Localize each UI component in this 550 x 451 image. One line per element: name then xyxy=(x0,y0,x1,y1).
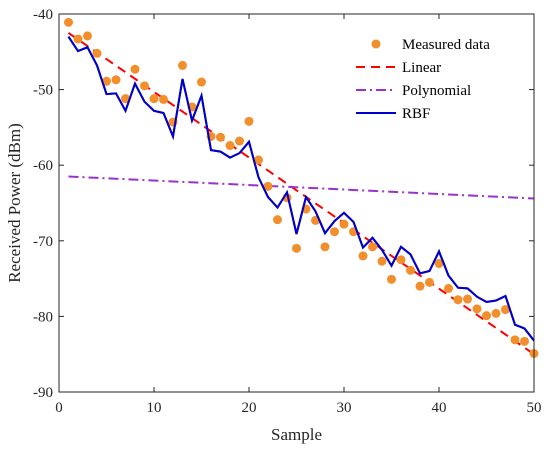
measured-data-point xyxy=(425,277,434,287)
x-tick-label: 30 xyxy=(337,400,352,416)
measured-data-point xyxy=(216,132,225,142)
measured-data-point xyxy=(64,17,73,27)
legend: Measured data Linear Polynomial RBF xyxy=(356,37,490,122)
measured-data-point xyxy=(463,294,472,304)
legend-label-rbf: RBF xyxy=(402,106,430,122)
axes-box xyxy=(58,13,535,393)
y-axis-title: Received Power (dBm) xyxy=(5,123,24,283)
measured-data-point xyxy=(339,219,349,229)
measured-data-point xyxy=(292,243,301,253)
measured-data-point xyxy=(244,116,254,126)
measured-data-point xyxy=(396,255,406,265)
legend-label-measured-data: Measured data xyxy=(402,37,490,53)
y-tick-label: -40 xyxy=(33,7,53,23)
measured-data-point xyxy=(111,75,121,85)
measured-data-point xyxy=(368,242,377,252)
x-tick-label: 10 xyxy=(147,400,162,416)
measured-data-point xyxy=(510,335,520,345)
measured-data-point xyxy=(235,136,244,146)
measured-data-point xyxy=(73,34,83,44)
measured-data-point xyxy=(149,94,159,104)
measured-data-point xyxy=(520,336,529,346)
y-tick-label: -90 xyxy=(33,385,53,401)
measured-data-point xyxy=(225,141,235,151)
legend-label-linear: Linear xyxy=(402,60,441,76)
y-tick-label: -70 xyxy=(33,234,53,250)
measured-data-point xyxy=(273,215,282,225)
x-axis-title: Sample xyxy=(271,425,322,444)
measured-data-point xyxy=(320,242,330,252)
measured-data-point xyxy=(102,76,111,86)
measured-data-point xyxy=(415,281,425,291)
measured-data-point xyxy=(406,265,415,275)
measured-data-point xyxy=(434,258,444,268)
y-tick-label: -50 xyxy=(33,83,53,99)
measured-data-point xyxy=(377,256,387,266)
series-polynomial-line xyxy=(68,175,535,200)
measured-data-point xyxy=(159,94,168,104)
measured-data-point xyxy=(444,283,453,293)
measured-data-point xyxy=(83,31,92,41)
measured-data-point xyxy=(501,305,510,315)
measured-data-point xyxy=(387,274,396,284)
measured-data-point xyxy=(254,155,263,165)
plot-background xyxy=(59,14,534,392)
measured-data-point xyxy=(358,251,368,261)
measured-data-point xyxy=(121,94,130,104)
x-tick-label: 40 xyxy=(432,400,447,416)
measured-data-point xyxy=(178,60,187,70)
legend-marker-measured-data xyxy=(371,39,381,49)
measured-data-point xyxy=(330,227,339,237)
measured-data-point xyxy=(482,311,491,321)
measured-data-point xyxy=(92,48,102,58)
plot-area xyxy=(59,14,539,392)
measured-data-point xyxy=(472,304,482,314)
measured-data-point xyxy=(130,64,140,74)
measured-data-point xyxy=(263,181,273,191)
measured-data-point xyxy=(491,308,501,318)
legend-label-polynomial: Polynomial xyxy=(402,83,471,99)
measured-data-point xyxy=(453,295,463,305)
series-rbf-line-top xyxy=(67,36,535,342)
measured-data-point xyxy=(197,77,206,87)
measured-data-point xyxy=(140,81,149,91)
x-tick-label: 0 xyxy=(55,400,63,416)
y-tick-label: -80 xyxy=(33,309,53,325)
axes: 0 10 20 30 40 50 -90 -80 -70 -60 -50 -40 xyxy=(33,7,542,416)
x-tick-label: 50 xyxy=(527,400,542,416)
x-tick-label: 20 xyxy=(242,400,257,416)
y-tick-label: -60 xyxy=(33,158,53,174)
